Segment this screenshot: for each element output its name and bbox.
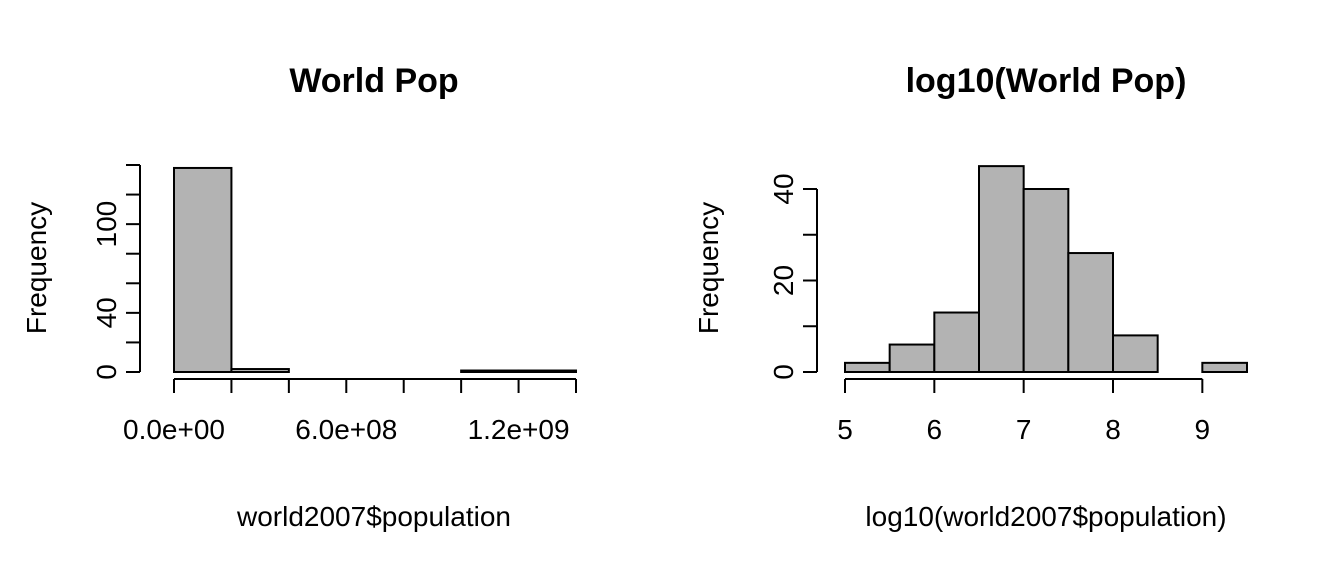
histogram-bar — [1067, 252, 1115, 373]
histogram-bar — [460, 369, 520, 373]
y-tick-label: 20 — [768, 265, 799, 296]
y-tick-label: 40 — [768, 173, 799, 204]
x-axis-label: log10(world2007$population) — [865, 501, 1226, 532]
x-axis: 5 6 7 8 9 — [837, 378, 1211, 445]
x-tick-label: 9 — [1195, 414, 1211, 445]
y-tick-label: 0 — [91, 364, 122, 380]
y-axis-label: Frequency — [693, 202, 724, 334]
y-axis: 0 40 100 — [91, 164, 141, 380]
histogram-bar — [888, 343, 936, 373]
x-axis: 0.0e+00 6.0e+08 1.2e+09 — [123, 378, 577, 445]
x-tick-label: 6.0e+08 — [295, 414, 397, 445]
x-tick-label: 7 — [1016, 414, 1032, 445]
chart-title: World Pop — [289, 62, 458, 100]
histogram-bar — [978, 165, 1025, 373]
histogram-bar — [1201, 361, 1249, 374]
x-axis-label: world2007$population — [236, 501, 511, 532]
x-tick-label: 5 — [837, 414, 853, 445]
y-tick-label: 0 — [768, 364, 799, 380]
y-tick-label: 100 — [91, 201, 122, 248]
y-tick-label: 40 — [91, 297, 122, 328]
y-axis: 0 20 40 — [768, 173, 818, 380]
histogram-bar — [230, 368, 290, 373]
histogram-bar — [173, 166, 233, 373]
histogram-bar — [517, 369, 577, 373]
x-tick-label: 8 — [1105, 414, 1121, 445]
x-tick-label: 1.2e+09 — [468, 414, 570, 445]
histogram-world-pop: World Pop world2007$population Frequency… — [21, 62, 577, 532]
histogram-bar — [844, 361, 891, 374]
x-tick-label: 6 — [927, 414, 943, 445]
histogram-bar — [1022, 188, 1070, 373]
histogram-log10-world-pop: log10(World Pop) log10(world2007$populat… — [693, 62, 1249, 532]
bars — [844, 165, 1249, 374]
y-axis-label: Frequency — [21, 202, 52, 334]
chart-title: log10(World Pop) — [906, 62, 1187, 100]
histogram-bar — [933, 311, 980, 373]
x-tick-label: 0.0e+00 — [123, 414, 225, 445]
bars — [173, 166, 577, 373]
histogram-bar — [1112, 334, 1159, 373]
